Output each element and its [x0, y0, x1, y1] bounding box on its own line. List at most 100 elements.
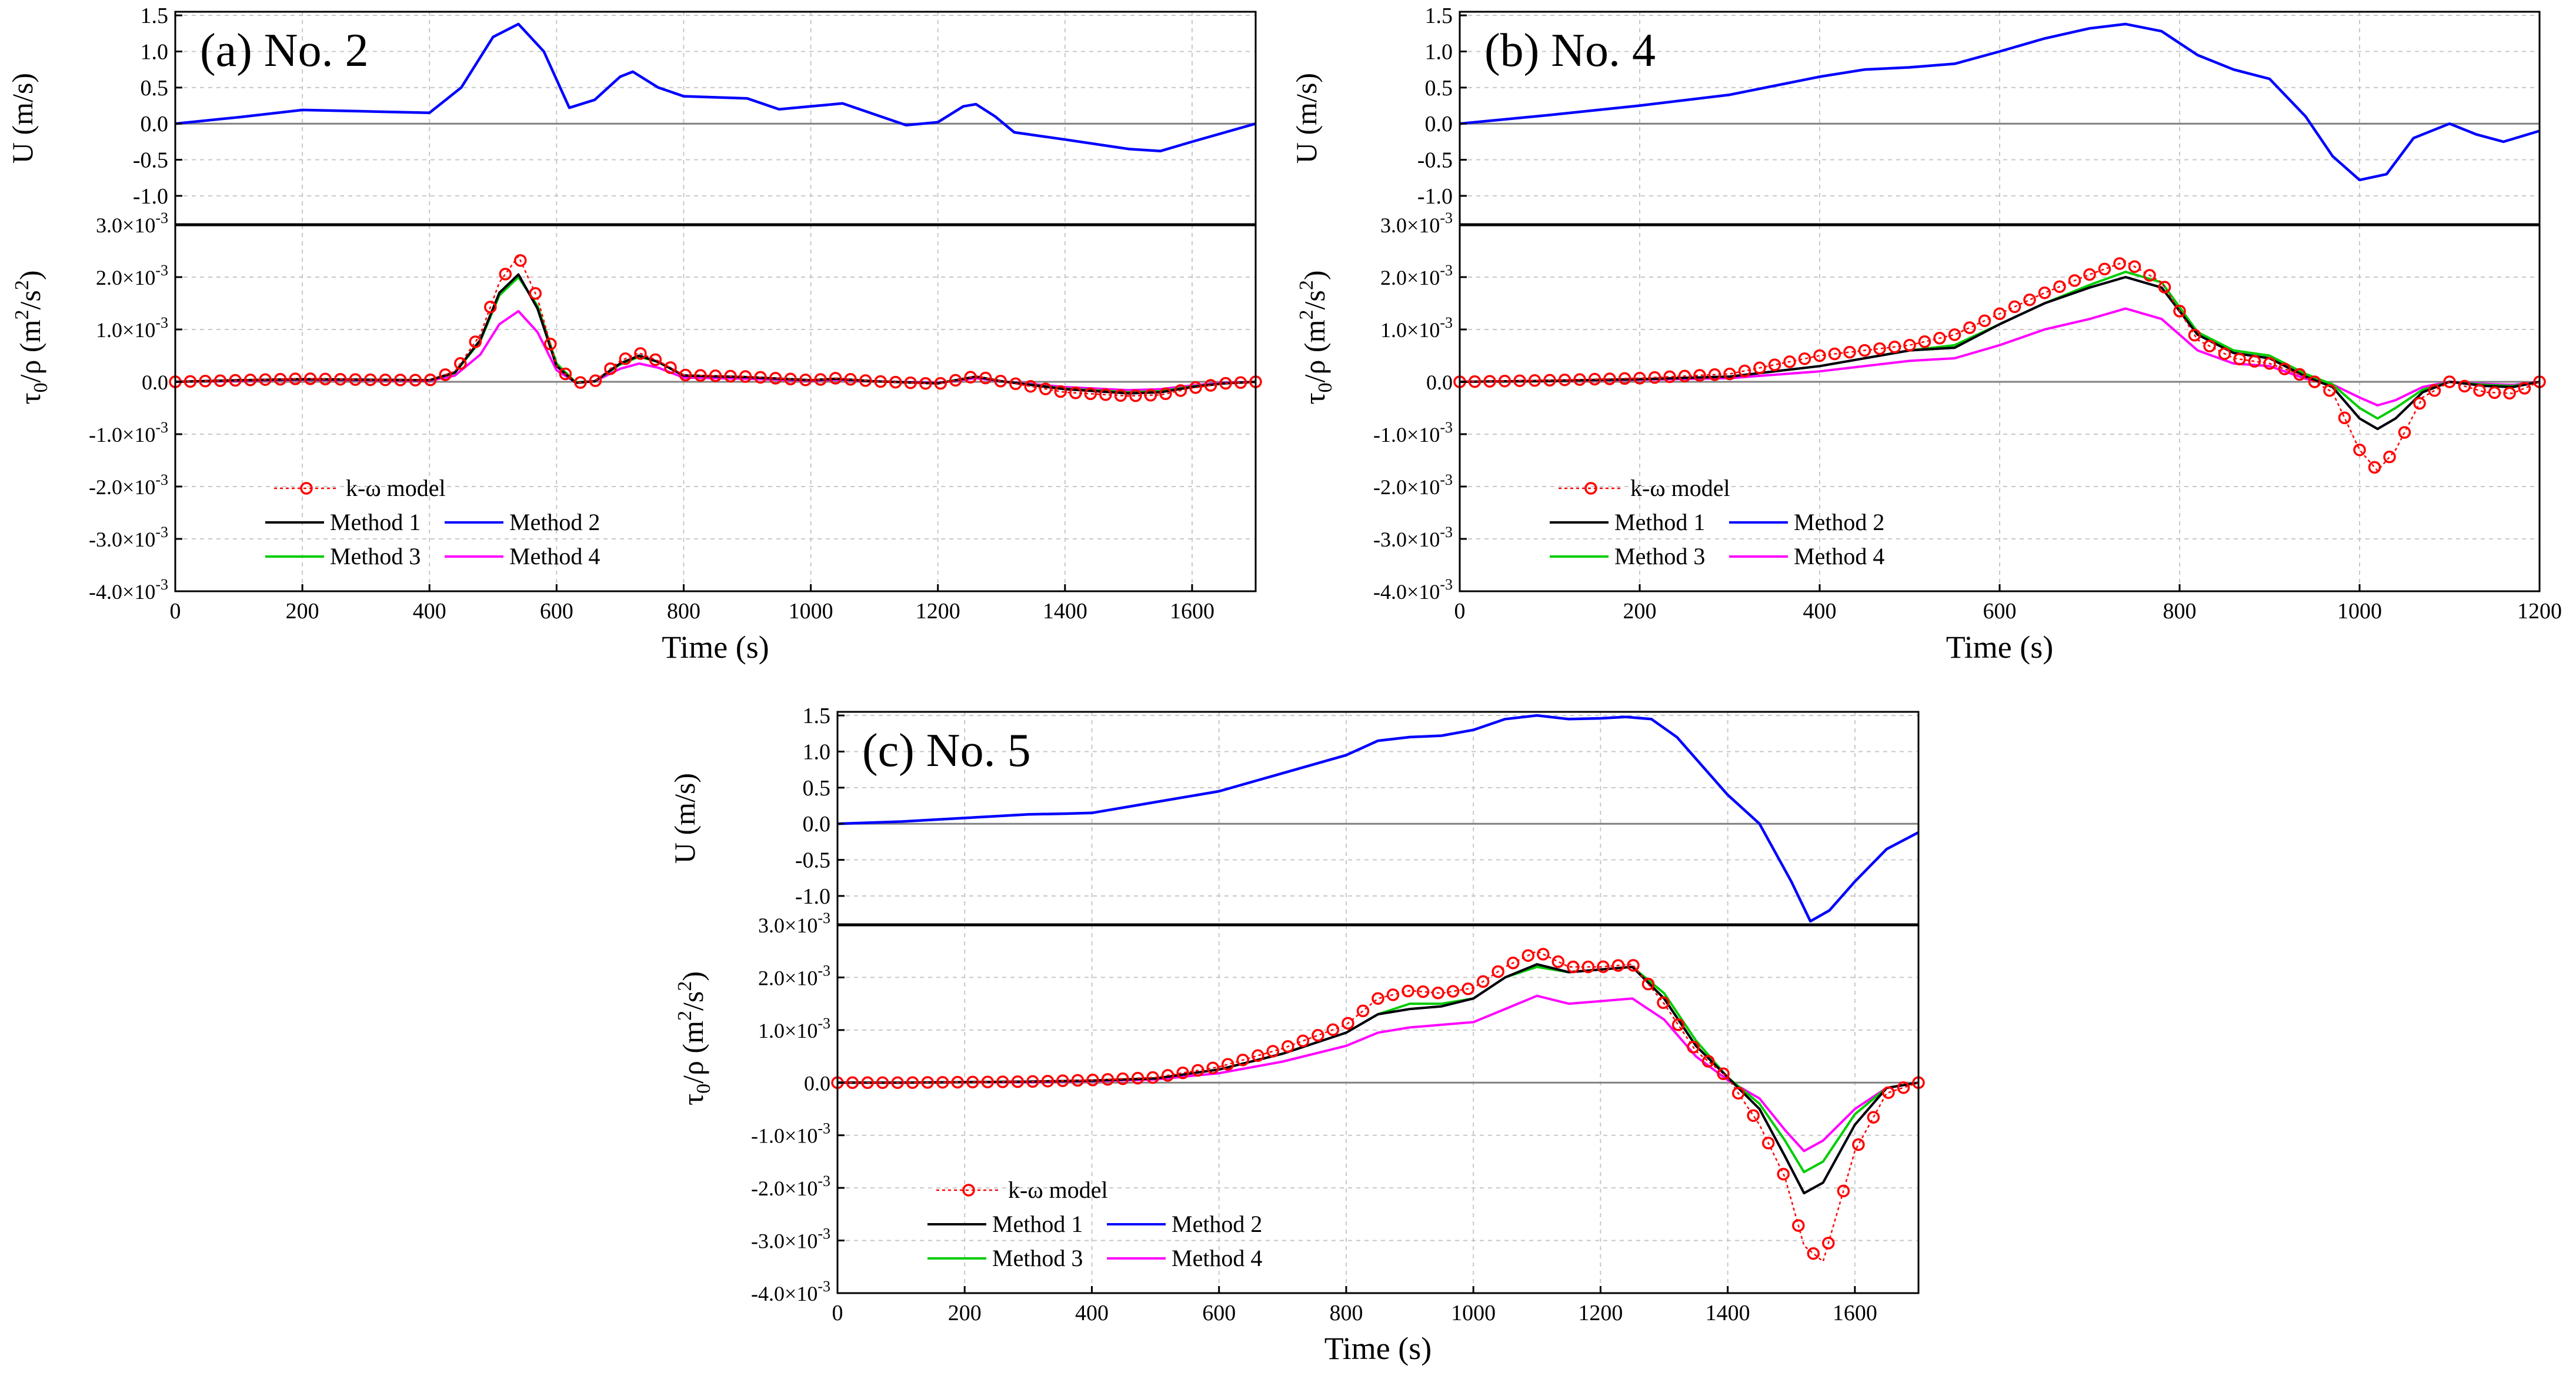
k-omega-marker [1777, 1167, 1790, 1181]
k-omega-marker [2038, 286, 2051, 299]
ytick-label-upper: 1.5 [803, 704, 831, 728]
k-omega-marker [1693, 369, 1706, 382]
k-omega-marker [1918, 335, 1931, 348]
k-omega-marker [1798, 352, 1811, 365]
ytick-label-upper: 0.0 [141, 112, 169, 136]
k-omega-marker [1843, 345, 1856, 359]
k-omega-marker [1933, 332, 1946, 345]
k-omega-marker [229, 374, 242, 387]
k-omega-marker [2353, 443, 2366, 457]
k-omega-marker [243, 374, 257, 387]
ytick-label-lower: 0.0 [142, 371, 168, 394]
ytick-label-lower: 1.0×10-3 [1380, 314, 1453, 342]
k-omega-marker [2023, 293, 2036, 307]
k-omega-marker [1723, 367, 1736, 381]
k-omega-marker [2233, 352, 2246, 366]
ytick-label-lower: -2.0×10-3 [1373, 471, 1453, 499]
ytick-label-lower: -3.0×10-3 [1373, 524, 1453, 551]
k-omega-marker [379, 373, 392, 387]
k-omega-marker [679, 368, 692, 382]
k-omega-marker [859, 374, 872, 387]
k-omega-marker [1069, 387, 1082, 399]
k-omega-marker [1603, 372, 1616, 385]
k-omega-marker [1086, 1074, 1099, 1087]
k-omega-marker [1963, 321, 1976, 334]
k-omega-marker [1071, 1074, 1085, 1087]
y-axis-label-stress: τ0/ρ (m2/s2) [1296, 271, 1336, 405]
ytick-label-lower: -2.0×10-3 [89, 471, 168, 499]
k-omega-marker [1116, 1072, 1129, 1085]
k-omega-marker [1342, 1017, 1354, 1030]
legend: k-ω model Method 1 Method 2 Method 3 Method … [927, 1177, 1262, 1271]
k-omega-marker [799, 374, 812, 387]
k-omega-marker [2473, 384, 2486, 397]
velocity-line [175, 22, 1256, 153]
legend-label-method-2: Method 2 [1172, 1211, 1262, 1237]
k-omega-marker [2338, 411, 2351, 425]
k-omega-marker [1581, 960, 1595, 974]
k-omega-marker [739, 370, 752, 383]
k-omega-marker [1888, 340, 1901, 354]
k-omega-marker [2098, 262, 2111, 276]
k-omega-marker [1993, 307, 2006, 321]
xtick-label: 1200 [916, 599, 960, 624]
k-omega-marker [2173, 305, 2186, 318]
ytick-label-upper: -1.0 [1417, 184, 1453, 209]
x-axis-label: Time (s) [1324, 1331, 1432, 1366]
k-omega-marker [1731, 1087, 1745, 1100]
k-omega-marker [1978, 314, 1991, 327]
ytick-label-upper: 0.5 [141, 76, 169, 101]
k-omega-marker [2323, 384, 2336, 397]
k-omega-marker [363, 373, 377, 387]
ytick-label-lower: -2.0×10-3 [751, 1173, 830, 1200]
k-omega-marker [1528, 374, 1541, 387]
k-omega-marker [876, 1076, 889, 1090]
k-omega-marker [1219, 377, 1232, 390]
k-omega-marker [649, 353, 662, 367]
k-omega-marker [1627, 959, 1640, 972]
legend-label-method-2: Method 2 [509, 509, 600, 535]
k-omega-marker [1234, 376, 1247, 389]
k-omega-marker [951, 1075, 964, 1089]
y-axis-label-velocity: U (m/s) [668, 773, 701, 864]
ytick-label-lower: 1.0×10-3 [96, 314, 168, 342]
k-omega-marker [814, 373, 827, 386]
panel-c: 1.5 1.0 0.5 0.0 -0.5 -1.03.0×10-3 2.0×10-3 1.0×… [668, 704, 1925, 1366]
ytick-label-lower: -4.0×10-3 [751, 1278, 830, 1305]
k-omega-marker [906, 1076, 919, 1089]
k-omega-marker [919, 377, 932, 390]
panel-a: 1.5 1.0 0.5 0.0 -0.5 -1.03.0×10-3 2.0×10-3 1.0×… [6, 4, 1262, 665]
k-omega-marker [1717, 1067, 1730, 1080]
k-omega-marker [1039, 382, 1052, 395]
grid [175, 12, 1256, 591]
ytick-label-lower: 3.0×10-3 [758, 910, 830, 937]
ytick-label-upper: 0.5 [1425, 76, 1453, 101]
xtick-label: 400 [413, 599, 446, 624]
k-omega-marker [874, 375, 887, 388]
k-omega-marker [1663, 370, 1676, 384]
k-omega-marker [966, 1075, 979, 1089]
k-omega-marker [1372, 992, 1384, 1005]
k-omega-marker [1807, 1247, 1820, 1260]
k-omega-marker [1753, 361, 1766, 375]
k-omega-marker [1432, 987, 1444, 1000]
axes-frame [836, 711, 1920, 1294]
ytick-label-lower: 2.0×10-3 [1380, 262, 1453, 289]
k-omega-marker [709, 369, 722, 382]
y-axis-label-stress: τ0/ρ (m2/s2) [674, 971, 715, 1105]
legend-label-k-omega: k-ω model [346, 475, 446, 501]
legend: k-ω model Method 1 Method 2 Method 3 Method … [1550, 475, 1884, 569]
k-omega-marker [1191, 1064, 1204, 1077]
k-omega-marker [1129, 389, 1142, 402]
legend-label-k-omega: k-ω model [1630, 475, 1730, 501]
k-omega-marker [273, 372, 287, 386]
k-omega-marker [844, 373, 857, 386]
ytick-label-upper: 1.5 [1425, 4, 1453, 28]
k-omega-marker [484, 301, 497, 314]
series-line-method-4 [1459, 307, 2540, 407]
k-omega-marker [1558, 373, 1571, 387]
k-omega-marker [1221, 1058, 1234, 1071]
k-omega-marker [846, 1076, 859, 1090]
k-omega-marker [2128, 260, 2141, 273]
